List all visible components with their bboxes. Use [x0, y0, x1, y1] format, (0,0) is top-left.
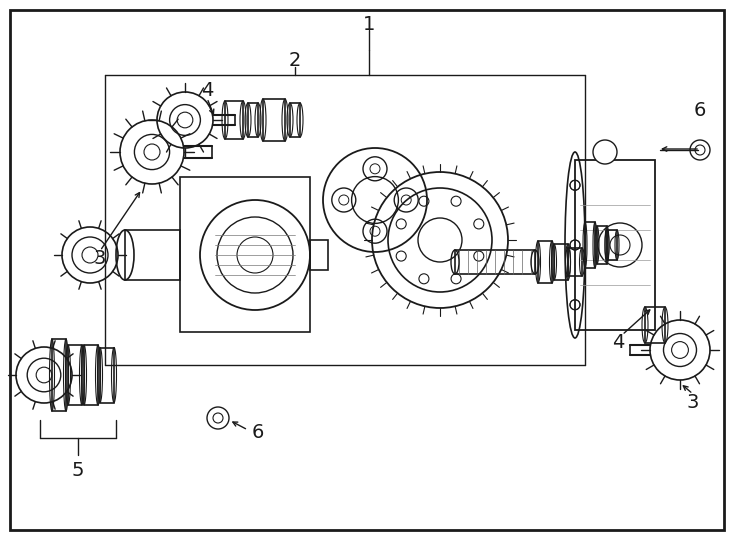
Bar [607, 230, 617, 260]
Text: 2: 2 [288, 51, 301, 70]
Bar [597, 226, 607, 264]
Text: 3: 3 [687, 393, 700, 411]
Bar [68, 345, 82, 405]
Text: 4: 4 [201, 82, 213, 100]
Bar [84, 345, 98, 405]
Bar [455, 250, 535, 274]
Bar [225, 101, 243, 139]
Bar [645, 307, 665, 343]
Bar [100, 348, 114, 402]
Text: 4: 4 [612, 334, 624, 353]
Text: 6: 6 [694, 100, 706, 119]
Bar [180, 177, 310, 332]
Bar [538, 241, 552, 283]
Text: 1: 1 [363, 15, 375, 33]
Bar [575, 160, 655, 330]
Text: 5: 5 [72, 461, 84, 480]
Text: 3: 3 [94, 248, 106, 267]
Text: 6: 6 [252, 422, 264, 442]
Bar [310, 240, 328, 270]
Bar [263, 99, 285, 141]
Bar [585, 222, 595, 268]
Bar [248, 103, 258, 137]
Bar [568, 248, 582, 276]
Bar [52, 339, 66, 411]
Bar [125, 230, 180, 280]
Circle shape [593, 140, 617, 164]
Bar [290, 103, 300, 137]
Bar [554, 244, 568, 280]
